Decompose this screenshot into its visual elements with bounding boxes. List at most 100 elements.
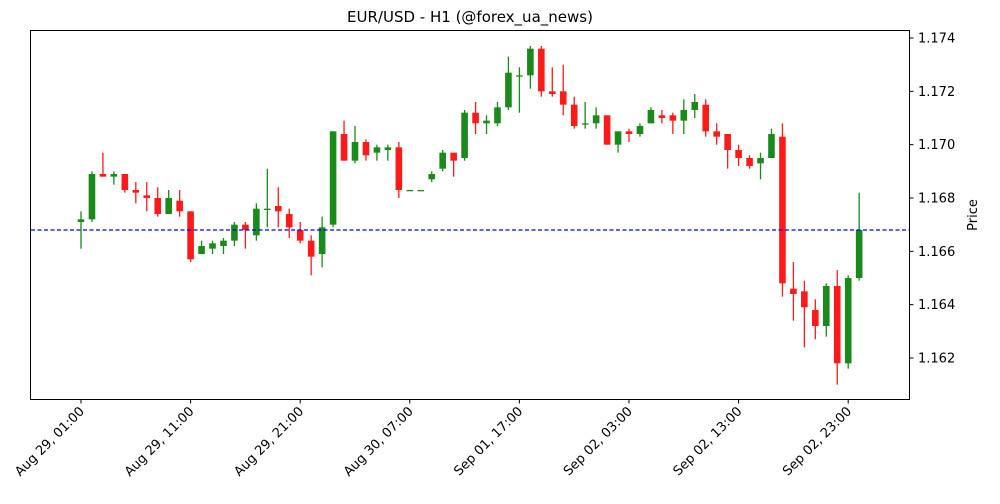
candle-bearish (812, 299, 819, 340)
candle-bullish (88, 171, 96, 222)
y-tick-label: 1.168 (918, 192, 955, 207)
y-tick-label: 1.174 (918, 32, 955, 47)
candle-bearish (132, 182, 140, 204)
chart-title: EUR/USD - H1 (@forex_ua_news) (347, 8, 593, 27)
candle-bullish (516, 67, 523, 113)
candle-body (132, 190, 140, 193)
candle-bearish (99, 152, 107, 177)
candle-bearish (559, 64, 567, 116)
candle-body (494, 107, 501, 124)
candle-body (165, 198, 172, 214)
candle-bullish (592, 107, 600, 129)
candle-bullish (757, 152, 764, 180)
candle-body (505, 72, 512, 108)
candle-body (527, 48, 534, 76)
candle-body (691, 102, 699, 110)
candle-body (548, 91, 556, 94)
candle-body (581, 123, 589, 125)
candle-bullish (461, 110, 468, 161)
plot-frame (30, 30, 910, 400)
candle-bullish (527, 46, 534, 89)
candle-bearish (702, 99, 710, 137)
candle-body (220, 240, 227, 246)
candle-body (99, 174, 107, 177)
candle-bullish (768, 128, 775, 158)
x-tick-label: Sep 02, 13:00 (671, 404, 746, 479)
candle-bullish (318, 216, 326, 268)
candle-body (121, 174, 129, 190)
x-tick-label: Aug 30, 07:00 (341, 404, 417, 480)
candle-bullish (253, 203, 260, 241)
candle-body (395, 147, 403, 190)
candle-body (296, 230, 304, 241)
candle-body (285, 214, 293, 228)
candle-body (833, 286, 841, 364)
candle-bearish (154, 187, 162, 217)
x-tick-label: Aug 29, 11:00 (122, 404, 198, 480)
candle-bearish (625, 128, 633, 142)
candle-body (472, 112, 479, 124)
candle-bearish (307, 235, 315, 276)
candle-body (757, 158, 764, 164)
candle-body (516, 75, 523, 77)
candle-body (373, 147, 381, 153)
candle-body (242, 224, 249, 230)
candle-body (110, 174, 118, 177)
candle-bearish (779, 123, 786, 297)
candle-body (329, 131, 337, 225)
candle-bearish (669, 112, 677, 134)
candle-bullish (439, 150, 446, 172)
candle-bullish (165, 190, 172, 214)
candle-bullish (483, 115, 490, 134)
candle-bearish (296, 222, 304, 244)
candle-body (713, 131, 720, 137)
candle-bearish (603, 115, 611, 145)
candle-body (176, 200, 183, 212)
candle-bullish (406, 190, 414, 192)
candle-bullish (384, 144, 392, 161)
y-tick-label: 1.166 (918, 245, 955, 260)
candle-body (253, 208, 260, 236)
candle-body (461, 112, 468, 158)
candle-body (143, 195, 151, 198)
y-tick-label: 1.170 (918, 138, 955, 153)
candle-bearish (713, 123, 720, 145)
x-tick-label: Aug 29, 01:00 (12, 404, 88, 480)
candle-bearish (340, 120, 348, 161)
candle-bullish (264, 168, 271, 228)
candle-body (318, 227, 326, 254)
candle-bullish (844, 275, 852, 369)
x-tick-label: Sep 02, 03:00 (561, 404, 636, 479)
candle-body (614, 131, 622, 145)
candle-body (658, 115, 666, 118)
candle-body (154, 198, 162, 214)
candle-bearish (548, 67, 556, 97)
candle-bearish (121, 174, 129, 193)
candle-body (570, 104, 578, 126)
candle-body (702, 104, 710, 132)
candle-bullish (428, 171, 436, 182)
candle-bearish (143, 182, 151, 212)
candle-bullish (680, 99, 688, 134)
candle-body (603, 115, 611, 145)
y-axis: 1.162 1.164 1.166 1.168 1.170 1.172 1.174 (909, 32, 955, 367)
candle-body (307, 240, 315, 257)
candle-bearish (395, 142, 403, 198)
candle-bearish (735, 144, 742, 166)
candle-bullish (417, 190, 425, 192)
y-tick-label: 1.164 (918, 298, 955, 313)
candle-bearish (724, 134, 731, 169)
x-axis: Aug 29, 01:00 Aug 29, 11:00 Aug 29, 21:00 A… (12, 399, 855, 480)
candle-bearish (362, 139, 370, 161)
plot-area (31, 46, 909, 385)
candle-body (77, 219, 85, 222)
candle-bearish (570, 96, 578, 129)
candle-bearish (285, 208, 293, 238)
candle-bullish (209, 240, 216, 254)
candle-bullish (855, 192, 863, 281)
candle-bearish (187, 211, 194, 262)
candle-body (231, 224, 238, 241)
candle-bullish (647, 107, 655, 124)
candle-body (680, 110, 688, 121)
